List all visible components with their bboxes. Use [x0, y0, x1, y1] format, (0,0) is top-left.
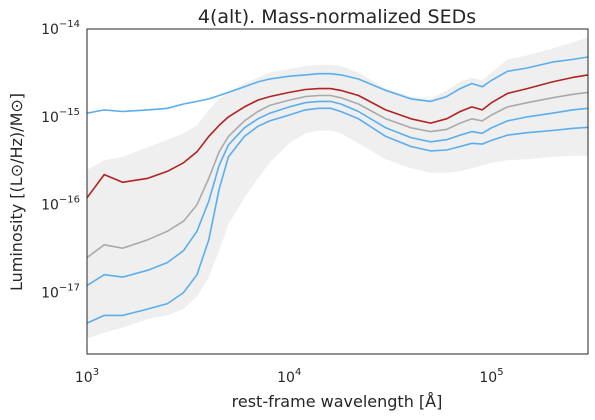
x-tick-labels: 103 104 105	[75, 367, 504, 386]
chart-title: 4(alt). Mass-normalized SEDs	[198, 6, 476, 28]
y-tick-labels: 10−17 10−16 10−15 10−14	[41, 19, 80, 302]
y-tick-label: 10−17	[41, 283, 80, 302]
y-tick-label: 10−16	[41, 195, 80, 214]
x-tick-label: 104	[277, 367, 301, 386]
y-axis-label: Luminosity [(L⊙/Hz)/M⊙]	[7, 93, 26, 291]
x-tick-label: 103	[75, 367, 99, 386]
x-tick-label: 105	[479, 367, 503, 386]
x-axis-label: rest-frame wavelength [Å]	[232, 392, 443, 411]
range-band	[87, 38, 588, 339]
y-tick-label: 10−14	[41, 19, 80, 38]
y-tick-label: 10−15	[41, 107, 80, 126]
range-band-layer	[87, 38, 588, 339]
